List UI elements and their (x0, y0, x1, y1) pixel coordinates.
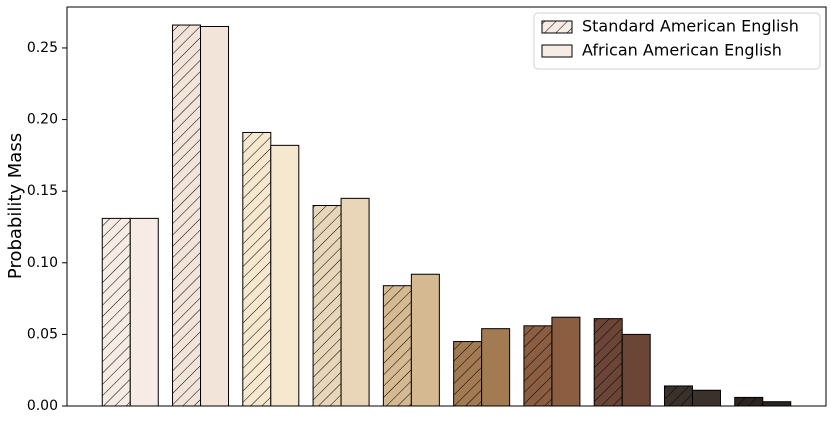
bar (551, 316, 581, 407)
plot-frame (66, 6, 827, 407)
bar-hatch (523, 325, 552, 406)
bar-hatch (664, 385, 693, 406)
bar-hatch (383, 285, 412, 406)
bar (481, 328, 511, 407)
bar-hatch (172, 25, 201, 406)
bar (691, 389, 721, 407)
bar-hatch (734, 397, 763, 406)
bar-hatch (594, 318, 623, 406)
y-tick-label: 0.20 (27, 112, 58, 128)
bar (129, 217, 159, 407)
bar-hatch (453, 341, 482, 406)
bar (270, 144, 300, 407)
bar (200, 25, 230, 407)
legend-swatch (541, 44, 573, 58)
bar-hatch (313, 205, 342, 406)
y-tick-label: 0.05 (27, 326, 58, 342)
legend-label: Standard American English (582, 17, 799, 36)
y-tick-label: 0.25 (27, 40, 58, 56)
legend-hatch (542, 21, 572, 33)
bar (410, 273, 440, 407)
y-axis-label: Probability Mass (5, 133, 26, 279)
y-tick-label: 0.00 (27, 398, 58, 414)
legend-box (533, 12, 821, 70)
y-tick-label: 0.15 (27, 183, 58, 199)
y-tick-label: 0.10 (27, 255, 58, 271)
bar-hatch (102, 218, 131, 406)
legend-label: African American English (582, 41, 782, 60)
bar (340, 197, 370, 407)
bar (621, 333, 651, 407)
bar-hatch (242, 132, 271, 407)
bar (762, 401, 792, 407)
